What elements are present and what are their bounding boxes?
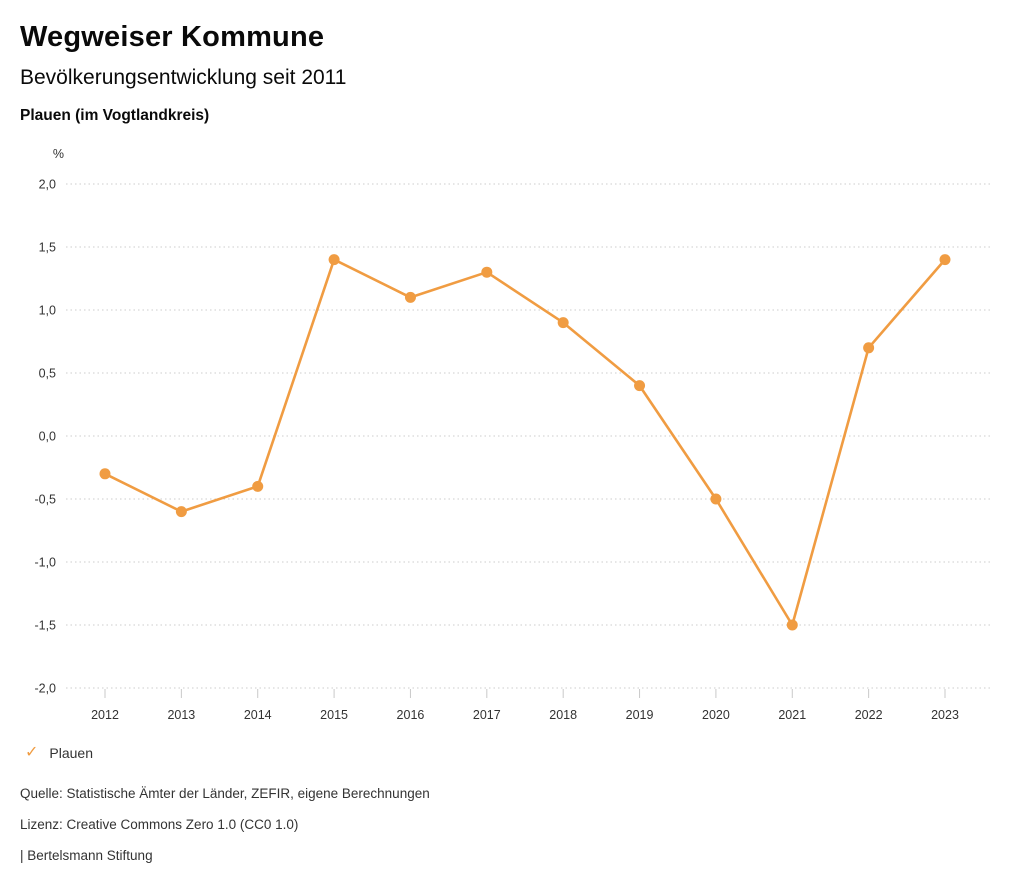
data-point-2019[interactable]: [634, 380, 646, 392]
y-axis-unit-label: %: [53, 147, 64, 161]
data-point-2021[interactable]: [786, 619, 798, 631]
chart-title: Bevölkerungsentwicklung seit 2011: [20, 66, 347, 89]
x-axis-tick-label: 2016: [397, 708, 425, 722]
data-point-2017[interactable]: [481, 266, 493, 278]
legend: ✓ Plauen: [25, 744, 93, 762]
x-axis-tick-label: 2023: [931, 708, 959, 722]
data-point-2018[interactable]: [557, 317, 569, 329]
x-axis-tick-label: 2022: [855, 708, 883, 722]
data-point-2013[interactable]: [175, 506, 187, 518]
check-icon: ✓: [25, 744, 39, 761]
series-line-plauen: [103, 258, 947, 627]
data-point-2014[interactable]: [252, 480, 264, 492]
attribution-note: | Bertelsmann Stiftung: [20, 848, 153, 863]
x-axis-tick-label: 2014: [244, 708, 272, 722]
y-axis-tick-label: 1,0: [39, 304, 56, 318]
population-line-chart: % 2,0 1,5 1,0 0,5 0,0 -0,5 -1,0 -1,5 -2,0 2012 201…: [34, 147, 990, 722]
y-axis-tick-label: -2,0: [34, 682, 56, 696]
y-axis-tick-label: -1,0: [34, 556, 56, 570]
x-axis-tick-label: 2012: [91, 708, 119, 722]
y-axis-tick-label: 0,0: [39, 430, 56, 444]
data-point-2020[interactable]: [710, 493, 722, 505]
x-axis-tick-label: 2020: [702, 708, 730, 722]
y-axis-tick-label: -0,5: [34, 493, 56, 507]
y-axis-tick-label: 0,5: [39, 367, 56, 381]
y-axis-tick-label: -1,5: [34, 619, 56, 633]
data-point-2022[interactable]: [863, 342, 875, 354]
data-point-2016[interactable]: [404, 291, 416, 303]
x-axis-tick-label: 2018: [549, 708, 577, 722]
page-title: Wegweiser Kommune: [20, 21, 325, 53]
license-note: Lizenz: Creative Commons Zero 1.0 (CC0 1…: [20, 817, 299, 832]
x-axis-tick-label: 2021: [778, 708, 806, 722]
legend-item-label: Plauen: [49, 745, 93, 761]
x-axis-tick-label: 2013: [167, 708, 195, 722]
y-axis-tick-label: 2,0: [39, 178, 56, 192]
x-axis-tick-label: 2019: [626, 708, 654, 722]
data-point-2023[interactable]: [939, 254, 951, 266]
data-point-2015[interactable]: [328, 254, 340, 266]
x-axis-tick-label: 2017: [473, 708, 501, 722]
data-point-2012[interactable]: [99, 468, 111, 480]
y-axis-tick-label: 1,5: [39, 241, 56, 255]
x-axis-tick-label: 2015: [320, 708, 348, 722]
legend-item-plauen[interactable]: ✓ Plauen: [25, 744, 93, 762]
source-note: Quelle: Statistische Ämter der Länder, Z…: [20, 786, 430, 801]
chart-region-subtitle: Plauen (im Vogtlandkreis): [20, 107, 210, 124]
